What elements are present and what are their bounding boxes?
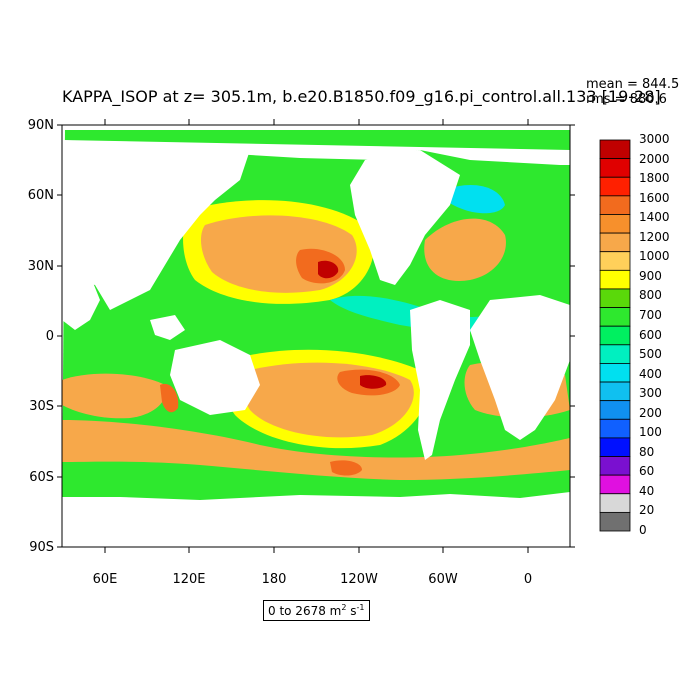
lat-label-30n: 30N bbox=[27, 259, 54, 274]
colorbar-swatch bbox=[599, 288, 631, 308]
units-range-label: 0 to 2678 m2 s-1 bbox=[263, 600, 370, 621]
colorbar-swatch bbox=[599, 176, 631, 197]
south-america-land bbox=[410, 300, 470, 460]
colorbar-label: 1600 bbox=[639, 190, 670, 205]
lon-ticks bbox=[104, 119, 529, 553]
lon-label-60w: 60W bbox=[428, 572, 458, 587]
colorbar-swatch bbox=[599, 400, 631, 420]
colorbar-swatch bbox=[599, 437, 631, 457]
colorbar-swatch bbox=[599, 325, 631, 346]
north-atlantic-gyre bbox=[424, 218, 506, 281]
southern-ocean-band bbox=[62, 420, 570, 480]
colorbar-label: 100 bbox=[639, 425, 662, 440]
lat-label-60n: 60N bbox=[27, 188, 54, 203]
lat-label-60s: 60S bbox=[29, 470, 54, 485]
colorbar-label: 2000 bbox=[639, 151, 670, 166]
colorbar-swatch bbox=[599, 251, 631, 271]
lat-label-30s: 30S bbox=[29, 399, 54, 414]
lon-label-120w: 120W bbox=[340, 572, 378, 587]
lat-label-0: 0 bbox=[45, 329, 54, 344]
colorbar-swatch bbox=[599, 511, 631, 532]
colorbar-label: 3000 bbox=[639, 132, 670, 146]
land-masses bbox=[62, 140, 570, 460]
australia-land bbox=[170, 340, 260, 415]
map-title: KAPPA_ISOP at z= 305.1m, b.e20.B1850.f09… bbox=[62, 87, 661, 106]
asia-land bbox=[62, 140, 250, 310]
lon-label-180: 180 bbox=[261, 572, 287, 587]
colorbar-swatch bbox=[599, 214, 631, 234]
colorbar-label: 600 bbox=[639, 327, 662, 342]
colorbar-label: 300 bbox=[639, 386, 662, 401]
colorbar-swatch bbox=[599, 307, 631, 327]
lat-label-90n: 90N bbox=[27, 118, 54, 133]
colorbar-label: 1400 bbox=[639, 210, 670, 225]
colorbar-label: 40 bbox=[639, 483, 655, 498]
rms-stat: rms = 880.6 bbox=[586, 92, 667, 107]
colorbar-label: 80 bbox=[639, 444, 655, 459]
colorbar-label: 800 bbox=[639, 288, 662, 303]
mean-stat: mean = 844.5 bbox=[586, 77, 680, 92]
colorbar-swatch bbox=[599, 493, 631, 513]
colorbar-swatch bbox=[599, 474, 631, 495]
colorbar-label: 60 bbox=[639, 464, 655, 479]
colorbar bbox=[599, 139, 631, 532]
colorbar-swatch bbox=[599, 139, 631, 160]
colorbar-label: 200 bbox=[639, 405, 662, 420]
colorbar-swatch bbox=[599, 456, 631, 476]
africa-land bbox=[470, 295, 570, 440]
colorbar-swatch bbox=[599, 363, 631, 383]
colorbar-label: 400 bbox=[639, 366, 662, 381]
colorbar-swatch bbox=[599, 418, 631, 439]
lon-label-120e: 120E bbox=[172, 572, 206, 587]
colorbar-label: 1800 bbox=[639, 171, 670, 186]
colorbar-label: 900 bbox=[639, 268, 662, 283]
colorbar-label: 500 bbox=[639, 347, 662, 362]
lat-ticks bbox=[57, 124, 575, 548]
colorbar-swatch bbox=[599, 381, 631, 402]
lon-label-60e: 60E bbox=[92, 572, 118, 587]
colorbar-swatch bbox=[599, 195, 631, 215]
colorbar-swatch bbox=[599, 158, 631, 178]
lon-label-0: 0 bbox=[523, 572, 533, 587]
colorbar-swatch bbox=[599, 269, 631, 290]
colorbar-label: 0 bbox=[639, 523, 647, 537]
colorbar-swatch bbox=[599, 232, 631, 253]
lat-label-90s: 90S bbox=[29, 540, 54, 555]
colorbar-label: 1000 bbox=[639, 249, 670, 264]
colorbar-label: 1200 bbox=[639, 229, 670, 244]
antarctica-land bbox=[62, 492, 570, 547]
colorbar-label: 700 bbox=[639, 307, 662, 322]
colorbar-swatch bbox=[599, 344, 631, 364]
colorbar-label: 20 bbox=[639, 503, 655, 518]
north-america-land bbox=[350, 150, 460, 285]
